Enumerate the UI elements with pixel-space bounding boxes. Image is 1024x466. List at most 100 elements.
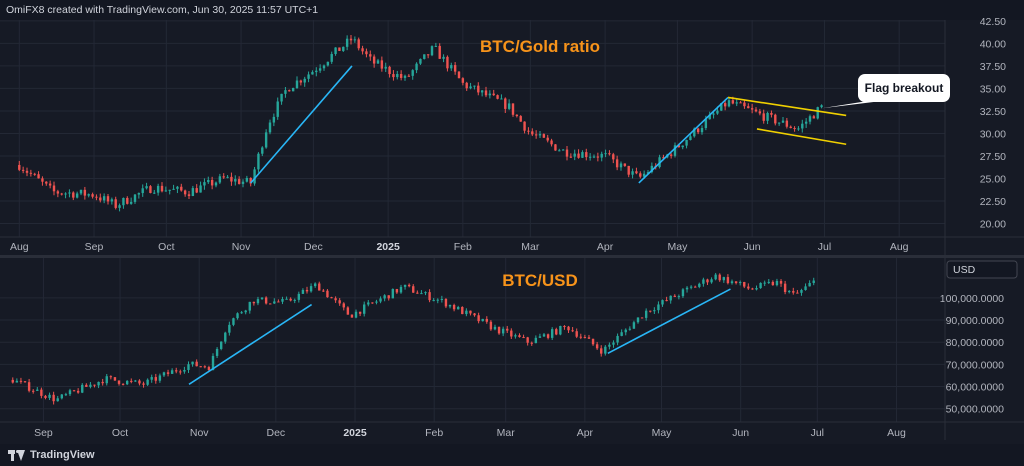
- x-tick-label: 2025: [343, 427, 367, 439]
- candle-body: [722, 277, 726, 281]
- candle-body: [350, 314, 354, 318]
- candle-body: [248, 301, 251, 311]
- candle-body: [419, 58, 422, 64]
- candle-body: [734, 281, 738, 284]
- chart-canvas[interactable]: 42.50 40.00 37.50 35.00 32.50 30.00 27.50 25.00…: [0, 0, 1024, 444]
- candle-body: [27, 382, 31, 391]
- candle-body: [712, 113, 715, 115]
- trend-line: [638, 96, 729, 184]
- candle-body: [754, 109, 758, 112]
- candle-body: [288, 90, 291, 92]
- x-tick-label: Apr: [597, 241, 614, 253]
- x-tick-label: Jun: [744, 241, 761, 253]
- candle-body: [40, 389, 43, 396]
- candle-body: [372, 56, 376, 64]
- candle-body: [195, 361, 198, 367]
- candle-body: [412, 286, 415, 293]
- candle-body: [384, 66, 387, 69]
- candle-body: [739, 102, 742, 104]
- candle-body: [587, 337, 591, 339]
- candle-body: [646, 172, 650, 174]
- candle-body: [546, 137, 549, 141]
- candle-body: [758, 111, 762, 114]
- candle-body: [60, 394, 64, 399]
- candle-body: [293, 299, 296, 301]
- candle-body: [126, 197, 129, 204]
- candle-body: [264, 297, 268, 304]
- candle-body: [228, 324, 231, 333]
- candle-body: [554, 144, 557, 151]
- candle-body: [315, 70, 318, 73]
- candle-body: [650, 165, 654, 173]
- candle-body: [774, 114, 777, 124]
- candle-body: [469, 86, 472, 89]
- x-tick-label: Jun: [732, 427, 749, 439]
- x-tick-label: Feb: [425, 427, 443, 439]
- x-tick-label: Dec: [266, 427, 285, 439]
- candle-body: [808, 116, 812, 122]
- candle-body: [11, 379, 14, 383]
- y-tick-label: 40.00: [980, 38, 1006, 50]
- candle-body: [289, 298, 292, 301]
- x-tick-label: Nov: [190, 427, 209, 439]
- candle-body: [195, 188, 198, 193]
- candle-body: [215, 348, 219, 356]
- candle-body: [376, 60, 380, 64]
- candle-body: [87, 194, 90, 196]
- candle-body: [158, 375, 162, 381]
- candle-body: [506, 328, 509, 331]
- candle-body: [234, 179, 237, 182]
- candle-body: [816, 107, 819, 119]
- candle-body: [706, 279, 709, 283]
- candle-body: [522, 337, 525, 339]
- candle-body: [685, 287, 689, 290]
- candle-body: [399, 286, 403, 293]
- candle-body: [48, 394, 51, 398]
- candle-body: [777, 122, 781, 124]
- candle-body: [423, 54, 426, 59]
- y-tick-label: 50,000.0000: [946, 404, 1005, 416]
- x-tick-label: Mar: [497, 427, 516, 439]
- candle-body: [326, 61, 330, 66]
- candle-body: [85, 384, 88, 387]
- trend-line: [188, 303, 313, 385]
- candle-body: [117, 380, 121, 384]
- candle-body: [81, 384, 84, 393]
- candle-body: [639, 173, 642, 177]
- candle-body: [256, 299, 260, 304]
- candle-body: [496, 95, 499, 99]
- candle-body: [604, 346, 607, 354]
- candle-body: [485, 318, 489, 322]
- candle-body: [19, 380, 23, 382]
- candle-body: [109, 376, 113, 378]
- candle-body: [730, 281, 734, 284]
- candle-body: [694, 286, 697, 288]
- candle-body: [113, 377, 117, 381]
- candle-body: [608, 344, 611, 347]
- candle-body: [755, 288, 758, 290]
- candle-body: [318, 68, 322, 71]
- candle-body: [41, 178, 44, 182]
- candle-body: [121, 383, 125, 385]
- candle-body: [489, 321, 493, 330]
- candle-body: [395, 289, 399, 293]
- candle-body: [354, 311, 358, 318]
- candle-body: [812, 280, 815, 283]
- candle-body: [426, 54, 430, 56]
- candle-body: [792, 291, 795, 293]
- candle-body: [534, 134, 538, 136]
- candle-body: [236, 313, 239, 319]
- candle-body: [718, 274, 721, 281]
- candle-body: [565, 149, 569, 157]
- candle-body: [775, 280, 779, 286]
- candle-body: [518, 335, 521, 338]
- candle-body: [588, 156, 592, 158]
- candle-body: [338, 300, 341, 304]
- candle-body: [260, 297, 264, 300]
- candle-body: [812, 116, 816, 119]
- candle-body: [681, 289, 685, 297]
- candle-body: [783, 283, 787, 293]
- candle-body: [600, 348, 603, 354]
- btc-usd-panel: 100,000.0000 90,000.0000 80,000.0000 70,000…: [0, 255, 1024, 442]
- candle-body: [369, 54, 372, 57]
